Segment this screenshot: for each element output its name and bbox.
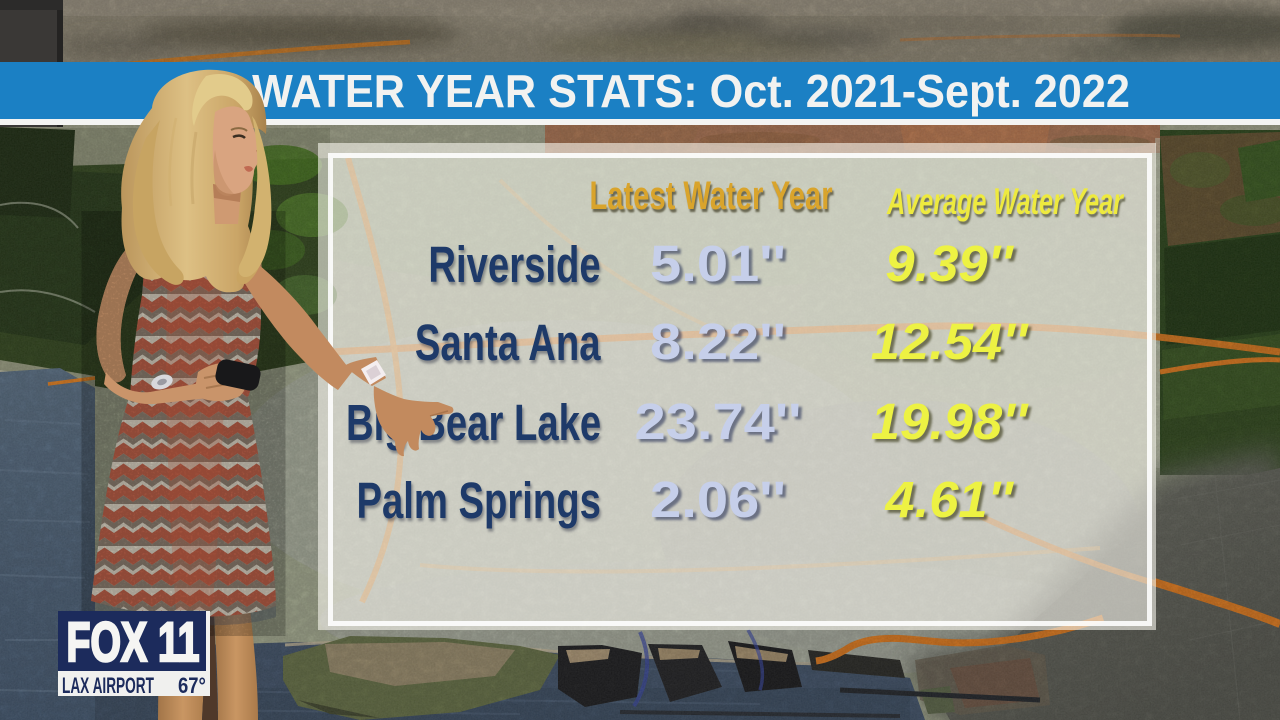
svg-text:FOX 11: FOX 11: [67, 611, 200, 673]
